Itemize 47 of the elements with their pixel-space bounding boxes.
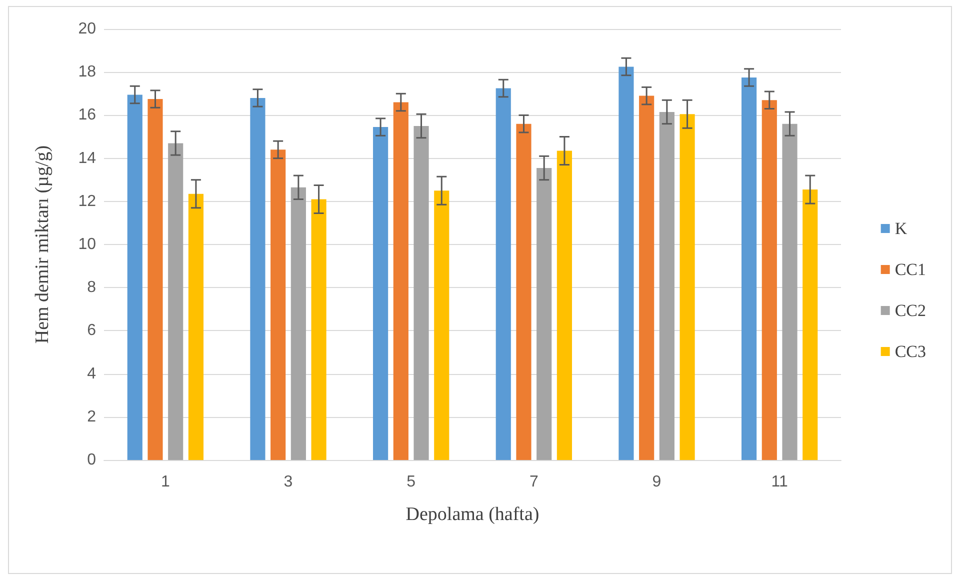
y-tick-label: 14 bbox=[78, 150, 96, 167]
bar bbox=[270, 150, 286, 460]
y-tick-label: 2 bbox=[87, 408, 96, 426]
y-tick-label: 12 bbox=[78, 192, 96, 210]
y-tick-label: 18 bbox=[78, 64, 96, 81]
y-tick-label: 0 bbox=[87, 452, 96, 468]
y-tick-label: 20 bbox=[78, 20, 96, 38]
bar bbox=[127, 94, 142, 460]
y-tick-label: 6 bbox=[87, 322, 96, 340]
x-tick-label: 9 bbox=[652, 474, 662, 490]
y-tick-label: 4 bbox=[87, 365, 96, 382]
bar bbox=[556, 150, 572, 460]
legend-label: CC3 bbox=[894, 342, 926, 361]
bar bbox=[536, 168, 552, 460]
bar bbox=[639, 96, 654, 460]
y-tick-label: 16 bbox=[78, 106, 96, 124]
x-tick-label: 1 bbox=[160, 474, 170, 490]
legend-label: K bbox=[894, 219, 908, 238]
bar bbox=[659, 112, 674, 460]
legend-label: CC1 bbox=[894, 260, 926, 279]
bar bbox=[496, 88, 511, 460]
bar bbox=[311, 199, 326, 460]
bar bbox=[802, 190, 818, 460]
bar bbox=[782, 124, 798, 460]
bar bbox=[290, 187, 306, 460]
bar bbox=[414, 126, 429, 460]
x-axis-title: Depolama (hafta) bbox=[406, 504, 540, 525]
bar bbox=[393, 102, 408, 460]
legend-label: CC2 bbox=[894, 301, 926, 320]
bar bbox=[680, 114, 695, 460]
bar bbox=[188, 194, 204, 460]
bar bbox=[618, 66, 634, 460]
bar bbox=[762, 100, 777, 460]
x-tick-label: 11 bbox=[771, 474, 788, 490]
bar bbox=[168, 143, 184, 460]
bar bbox=[516, 124, 532, 460]
y-tick-label: 8 bbox=[87, 279, 96, 296]
bar bbox=[434, 190, 450, 460]
x-tick-label: 5 bbox=[406, 474, 416, 490]
x-tick-label: 7 bbox=[529, 474, 538, 490]
bar bbox=[250, 98, 266, 460]
bar bbox=[373, 127, 388, 460]
y-axis-title: Hem demir miktarı (µg/g) bbox=[32, 145, 53, 344]
x-tick-label: 3 bbox=[284, 474, 293, 490]
bar bbox=[742, 77, 757, 460]
bar bbox=[148, 99, 163, 460]
y-tick-label: 10 bbox=[78, 236, 96, 253]
